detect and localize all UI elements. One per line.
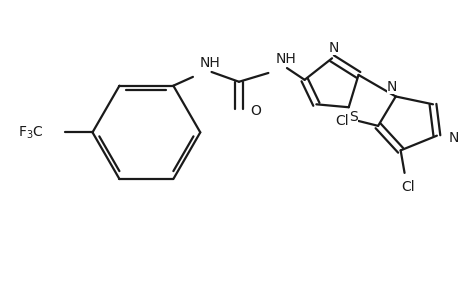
Text: Cl: Cl <box>334 114 348 128</box>
Text: N: N <box>448 130 458 145</box>
Text: N: N <box>386 80 396 94</box>
Text: S: S <box>348 110 357 124</box>
Text: O: O <box>250 104 261 118</box>
Text: NH: NH <box>199 56 220 70</box>
Text: Cl: Cl <box>401 180 414 194</box>
Text: F$_3$C: F$_3$C <box>18 124 44 141</box>
Text: NH: NH <box>274 52 295 66</box>
Text: N: N <box>328 41 338 56</box>
